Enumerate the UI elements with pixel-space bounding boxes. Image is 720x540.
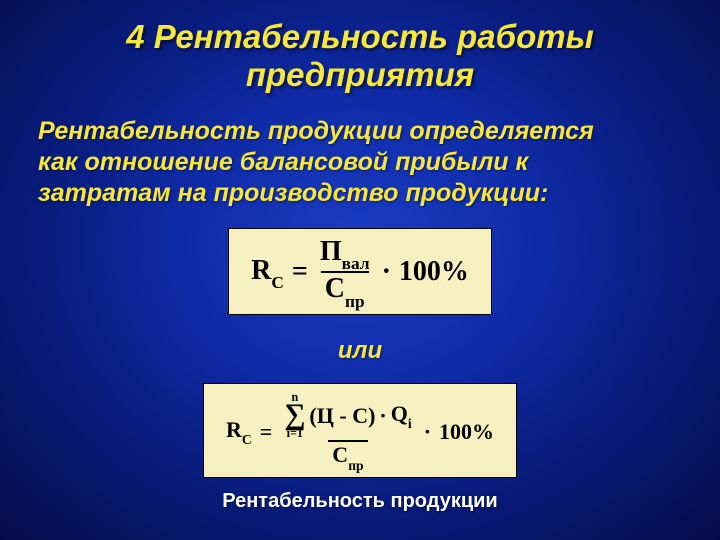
f1-fraction: Пвал Спр bbox=[316, 237, 374, 309]
f2-lhs: RC bbox=[226, 417, 252, 446]
f2-term2: С bbox=[352, 403, 368, 428]
subtitle-line-3: затратам на производство продукции: bbox=[38, 179, 548, 207]
title-line-2: предприятия bbox=[246, 56, 474, 93]
f1-num-sub: вал bbox=[342, 254, 370, 273]
f1-num-main: П bbox=[320, 236, 342, 267]
f2-tail: 100% bbox=[439, 419, 494, 445]
f2-sum-bottom: i=1 bbox=[287, 428, 303, 439]
f2-den-main: С bbox=[332, 442, 348, 467]
slide-subtitle: Рентабельность продукции определяется ка… bbox=[30, 116, 690, 210]
f1-dot: · bbox=[382, 256, 391, 288]
slide-title: 4 Рентабельность работы предприятия bbox=[30, 18, 690, 94]
f1-eq: = bbox=[292, 256, 308, 288]
f2-paren-close: ) bbox=[368, 403, 375, 428]
formula-2: RC = n ∑ i=1 (Ц - С) bbox=[226, 392, 494, 471]
f2-dot1: · bbox=[379, 404, 386, 427]
formula-1-container: RC = Пвал Спр ·100% bbox=[30, 228, 690, 316]
f2-numerator: n ∑ i=1 (Ц - С) · Qi bbox=[280, 392, 415, 440]
f1-tail: 100% bbox=[399, 256, 469, 288]
subtitle-line-2: как отношение балансовой прибыли к bbox=[38, 148, 528, 176]
f2-denominator: Спр bbox=[328, 440, 367, 471]
formula-1-box: RC = Пвал Спр ·100% bbox=[228, 228, 492, 316]
f2-dot2: · bbox=[424, 419, 431, 445]
f2-term1: Ц bbox=[317, 403, 334, 428]
f2-sum-symbol: ∑ bbox=[284, 403, 305, 428]
slide: 4 Рентабельность работы предприятия Рент… bbox=[0, 0, 720, 540]
f1-lhs: RC bbox=[251, 255, 284, 291]
f2-q-sub: i bbox=[408, 416, 412, 431]
f2-lhs-main: R bbox=[226, 417, 242, 442]
formula-1: RC = Пвал Спр ·100% bbox=[251, 237, 469, 309]
f1-numerator: Пвал bbox=[316, 237, 374, 272]
f2-q-main: Q bbox=[391, 401, 408, 426]
f1-lhs-main: R bbox=[251, 255, 271, 286]
connector-text: или bbox=[30, 337, 690, 365]
f2-fraction: n ∑ i=1 (Ц - С) · Qi bbox=[280, 392, 415, 471]
title-line-1: 4 Рентабельность работы bbox=[126, 18, 594, 55]
f2-minus: - bbox=[339, 403, 346, 428]
f1-lhs-sub: C bbox=[271, 273, 284, 292]
formula-2-container: RC = n ∑ i=1 (Ц - С) bbox=[30, 383, 690, 478]
f2-paren-open: ( bbox=[309, 403, 316, 428]
f2-lhs-sub: C bbox=[242, 432, 252, 447]
f2-sigma: n ∑ i=1 bbox=[284, 392, 305, 439]
f2-paren-group: (Ц - С) bbox=[309, 404, 375, 427]
f2-q: Qi bbox=[391, 402, 412, 430]
subtitle-line-1: Рентабельность продукции определяется bbox=[38, 117, 594, 145]
f1-denominator: Спр bbox=[321, 271, 369, 308]
f1-den-sub: пр bbox=[345, 292, 365, 311]
f1-den-main: С bbox=[325, 273, 345, 304]
f2-den-sub: пр bbox=[348, 458, 363, 473]
f2-eq: = bbox=[260, 419, 273, 445]
formula-2-box: RC = n ∑ i=1 (Ц - С) bbox=[203, 383, 517, 478]
formula-caption: Рентабельность продукции bbox=[30, 490, 690, 513]
